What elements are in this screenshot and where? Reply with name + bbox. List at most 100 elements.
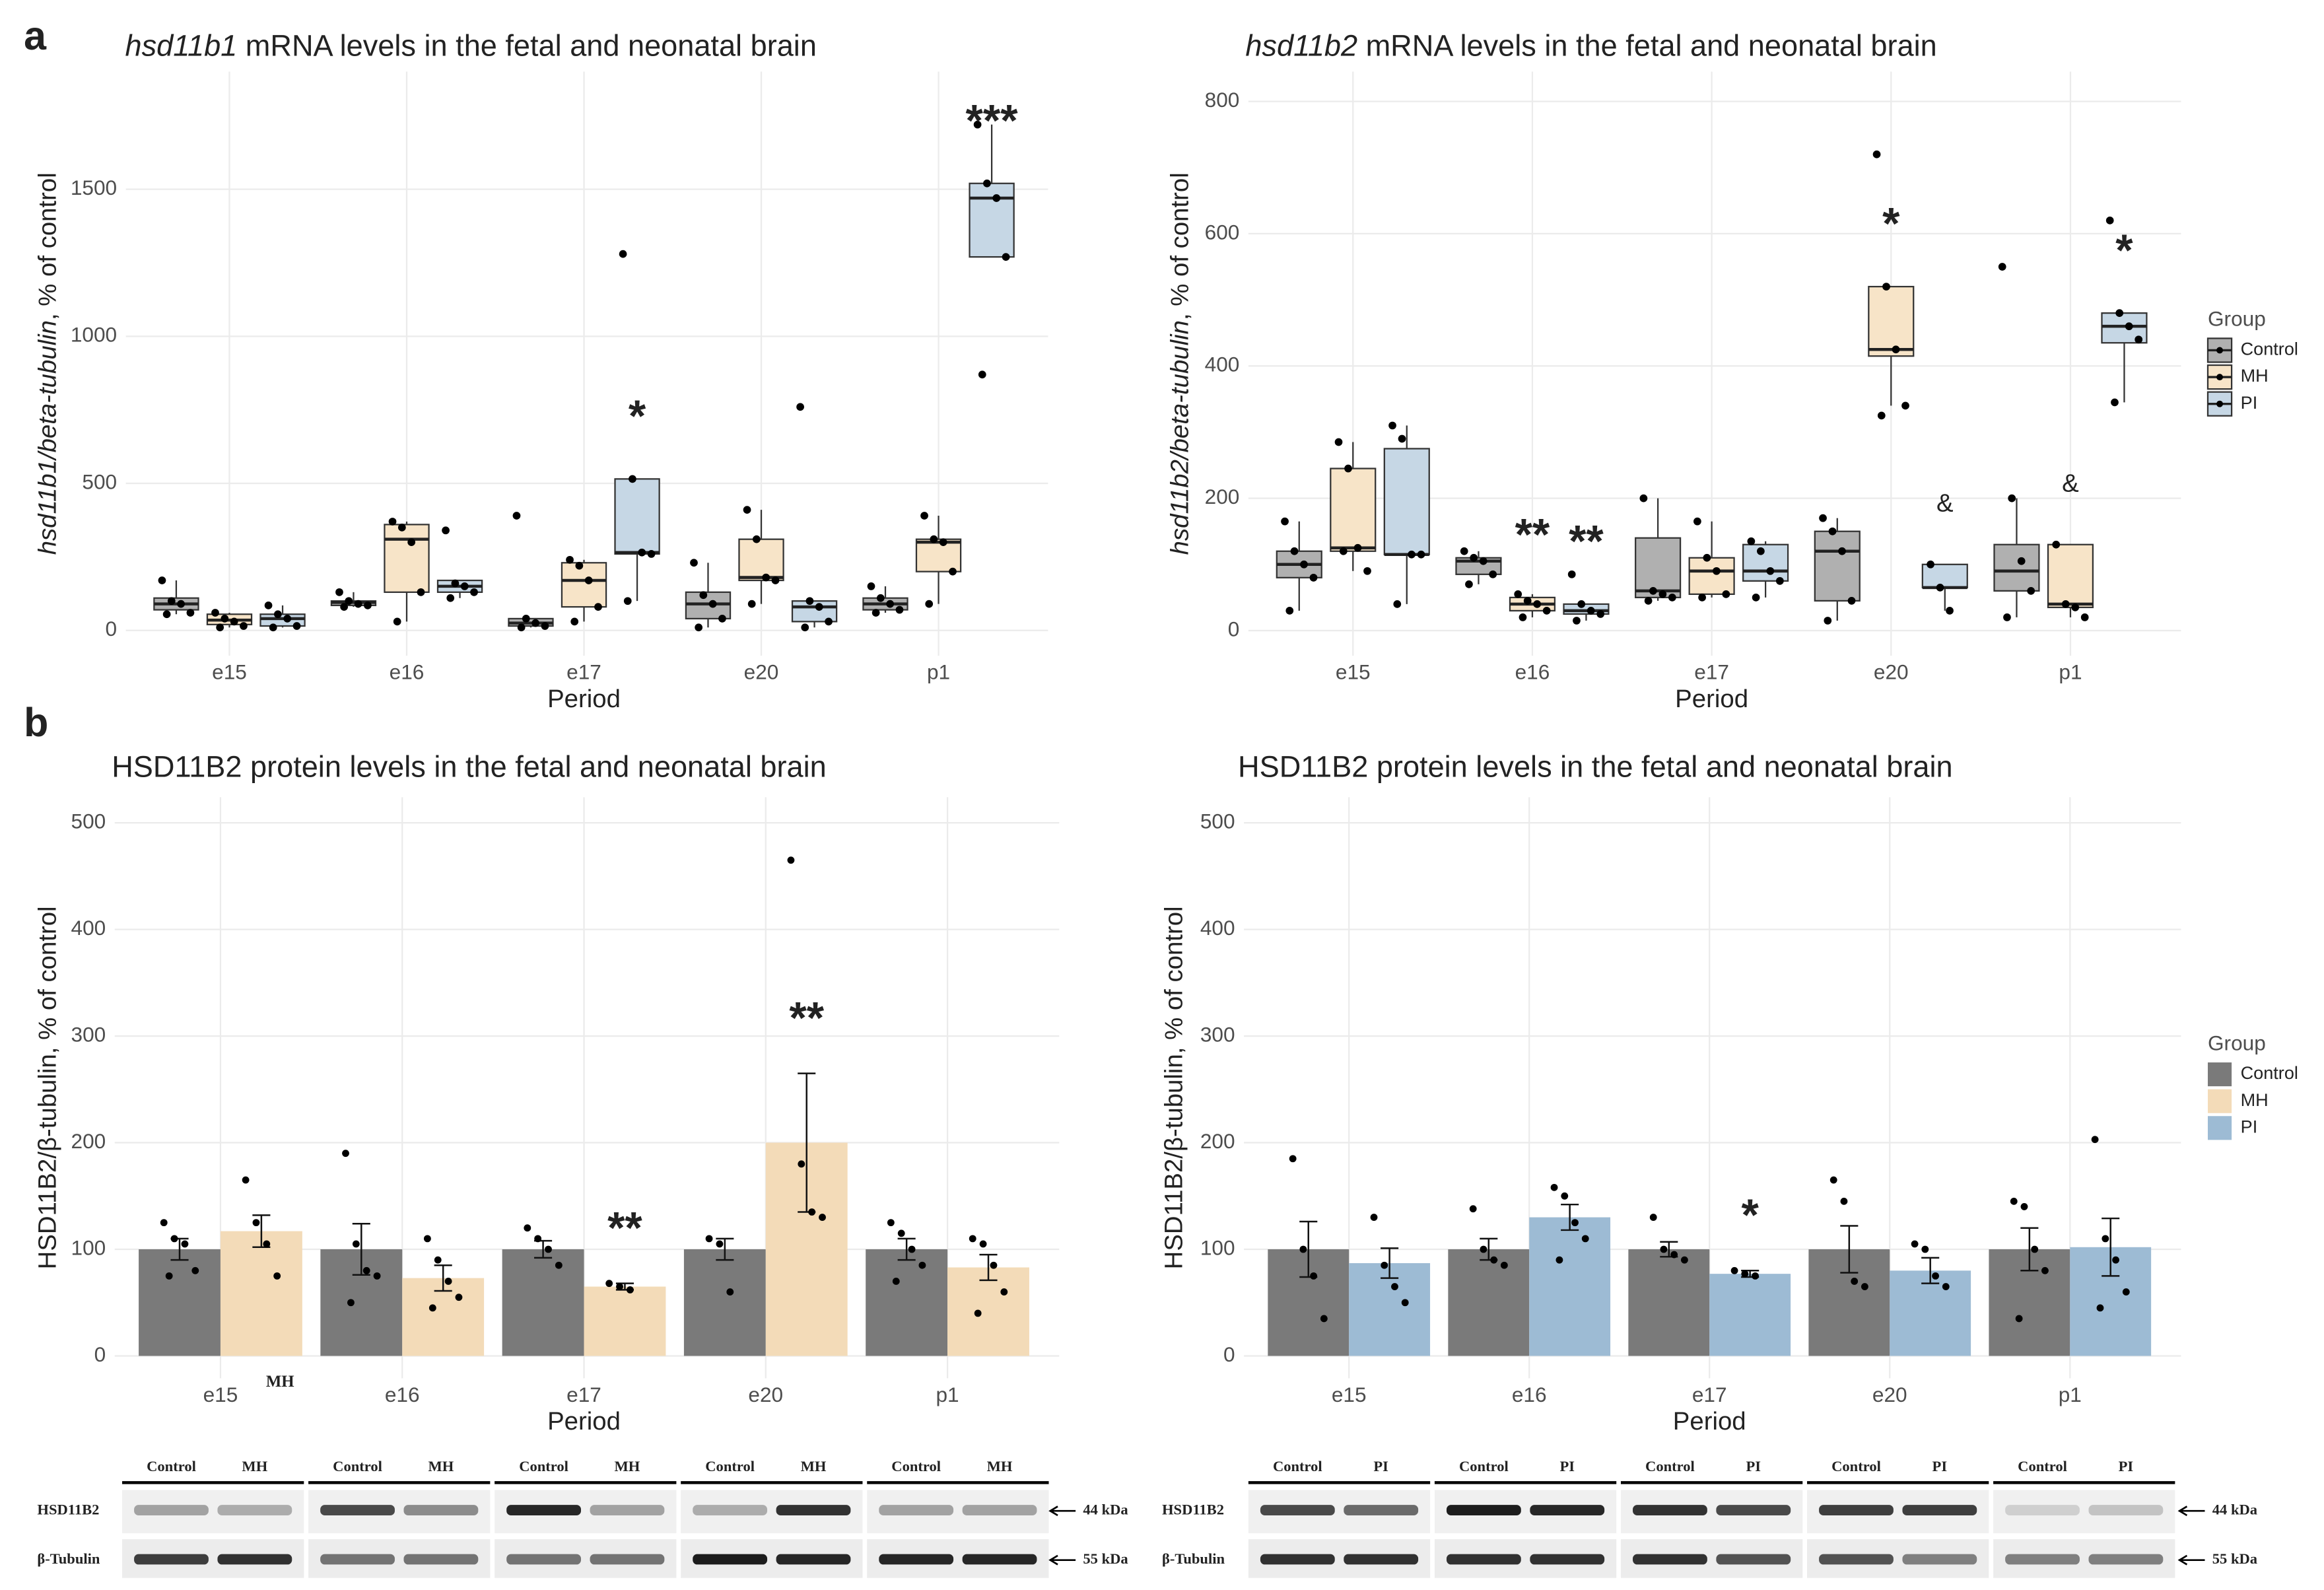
legend-swatch xyxy=(2208,1089,2232,1113)
point xyxy=(1838,547,1846,555)
point xyxy=(973,120,982,129)
y-tick-label: 300 xyxy=(1200,1022,1235,1046)
x-tick-label: e16 xyxy=(1515,660,1550,683)
lane-label: PI xyxy=(1373,1458,1388,1474)
point xyxy=(545,1245,552,1253)
bar xyxy=(584,1286,666,1356)
marker-arrow xyxy=(1048,1554,1076,1566)
point xyxy=(930,535,938,543)
y-axis-label: HSD11B2/β-tubulin, % of control xyxy=(34,906,62,1269)
title-text: mRNA levels in the fetal and neonatal br… xyxy=(1357,28,1937,62)
point xyxy=(162,610,171,619)
point xyxy=(1703,553,1711,562)
point xyxy=(1573,617,1581,625)
point xyxy=(522,615,530,623)
point xyxy=(787,856,795,864)
band xyxy=(134,1554,209,1565)
point xyxy=(708,600,717,608)
point xyxy=(242,1176,250,1184)
annotation: * xyxy=(2115,226,2133,275)
point xyxy=(1417,550,1425,559)
x-tick-label: e20 xyxy=(1874,660,1909,683)
box xyxy=(1814,530,1861,602)
band xyxy=(879,1505,954,1515)
band xyxy=(776,1554,851,1565)
point xyxy=(1567,570,1576,578)
error-bar xyxy=(1561,1203,1579,1231)
box xyxy=(1993,543,2040,592)
point xyxy=(872,609,880,617)
y-tick-label: 400 xyxy=(1205,353,1240,376)
box xyxy=(1330,467,1377,552)
point xyxy=(1571,1219,1579,1227)
band xyxy=(217,1554,292,1565)
point xyxy=(992,194,1001,202)
band xyxy=(403,1554,479,1565)
y-tick-label: 800 xyxy=(1205,88,1240,112)
band xyxy=(1530,1554,1605,1565)
annotation: *** xyxy=(966,96,1019,145)
y-tick-label: 0 xyxy=(106,617,118,640)
point xyxy=(570,617,579,626)
point xyxy=(1514,590,1522,598)
point xyxy=(354,600,362,608)
point xyxy=(2052,540,2061,549)
point xyxy=(186,609,195,617)
lane-label: PI xyxy=(2119,1458,2134,1474)
panel-letter: a xyxy=(24,13,47,58)
y-tick-label: 100 xyxy=(1200,1235,1235,1259)
band xyxy=(879,1554,954,1565)
point xyxy=(1942,1283,1950,1290)
bar xyxy=(1529,1217,1611,1356)
band xyxy=(506,1505,581,1515)
point xyxy=(979,1240,987,1248)
point xyxy=(1819,514,1827,522)
point xyxy=(2105,217,2114,225)
point xyxy=(451,579,460,588)
error-bar xyxy=(1840,1225,1859,1274)
point xyxy=(2010,1197,2018,1205)
point xyxy=(283,615,292,623)
band xyxy=(1633,1554,1707,1565)
point xyxy=(1892,345,1900,354)
title-italic: hsd11b1 xyxy=(125,28,238,62)
point xyxy=(1596,610,1605,618)
point xyxy=(1747,537,1756,545)
error-bar xyxy=(352,1223,370,1276)
chart-title: HSD11B2 protein levels in the fetal and … xyxy=(1238,749,1953,783)
point xyxy=(1469,1205,1477,1213)
y-axis-label: hsd11b2/beta-tubulin, % of control xyxy=(1165,172,1194,555)
x-tick-label: p1 xyxy=(2059,1383,2082,1406)
lane-label: PI xyxy=(1559,1458,1575,1474)
band xyxy=(1716,1505,1791,1515)
point xyxy=(1680,1256,1688,1264)
legend-dot xyxy=(2216,347,2224,354)
point xyxy=(886,600,895,608)
legend-swatch xyxy=(2208,1062,2232,1087)
point xyxy=(555,1261,563,1269)
point xyxy=(1921,1245,1929,1253)
point xyxy=(1872,150,1881,158)
annotation: * xyxy=(1741,1191,1759,1240)
point xyxy=(177,600,185,608)
point xyxy=(1851,1278,1859,1285)
point xyxy=(695,623,703,632)
point xyxy=(2091,1136,2099,1144)
lane-label: MH xyxy=(428,1458,454,1474)
legend-title: Group xyxy=(2208,307,2266,331)
point xyxy=(170,1235,178,1243)
blot-membrane xyxy=(1993,1490,2175,1534)
band xyxy=(2088,1554,2164,1565)
point xyxy=(1882,283,1890,291)
point xyxy=(1300,560,1308,569)
point xyxy=(1393,600,1402,608)
point xyxy=(2008,494,2016,502)
point xyxy=(167,597,176,605)
point xyxy=(1861,1283,1868,1290)
box xyxy=(1868,285,1915,357)
x-axis-label: Period xyxy=(547,685,621,713)
band xyxy=(1446,1554,1521,1565)
point xyxy=(978,370,986,379)
legend-swatch xyxy=(2208,1116,2232,1140)
point xyxy=(2115,309,2124,318)
